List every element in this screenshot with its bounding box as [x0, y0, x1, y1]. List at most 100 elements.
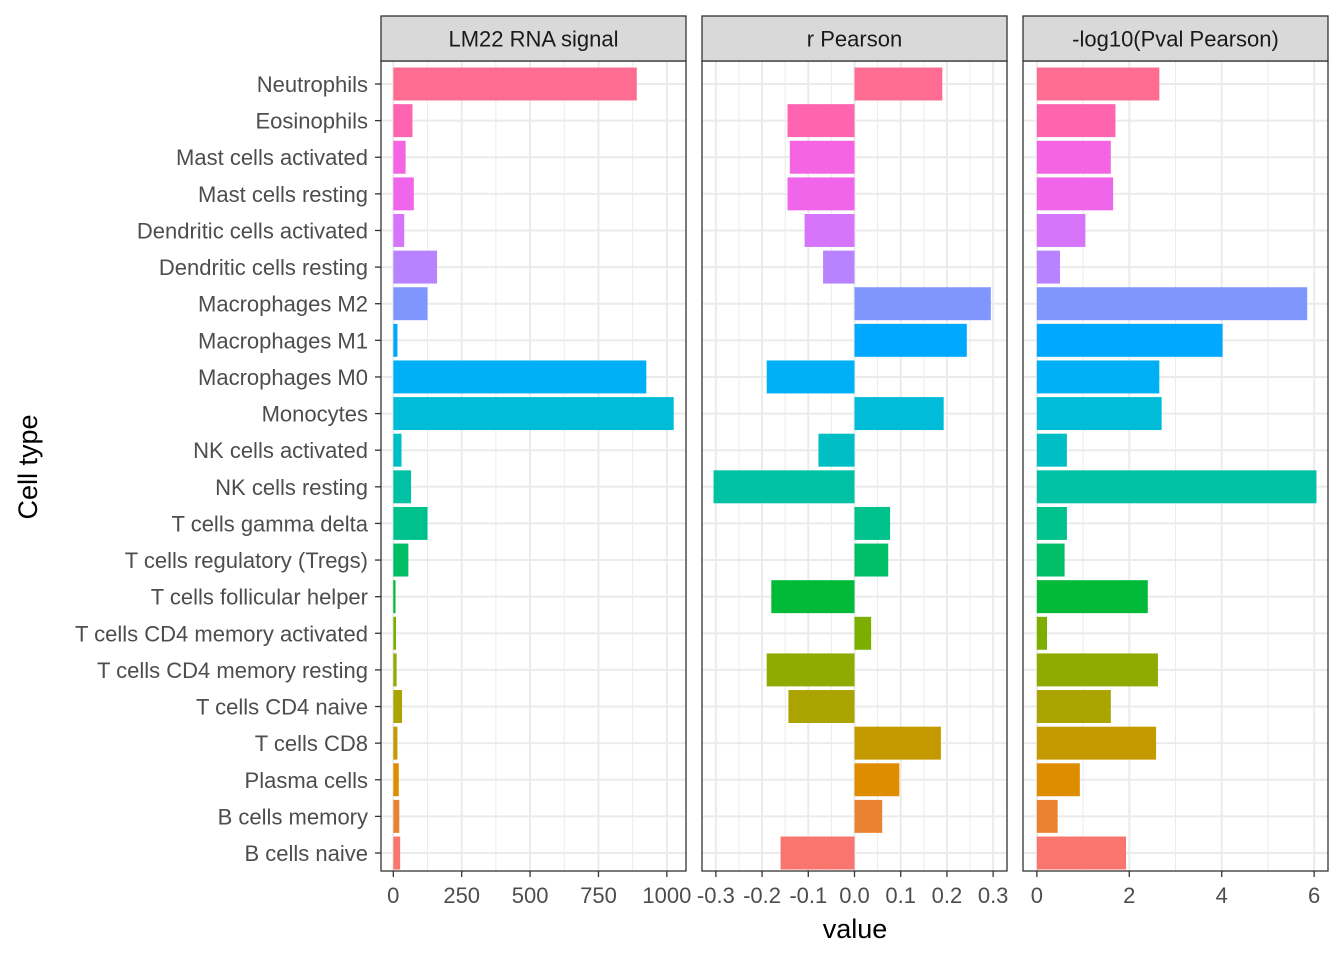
bar-monocytes	[393, 397, 674, 431]
y-category-label: Monocytes	[262, 402, 368, 427]
x-tick-label: 1000	[642, 883, 691, 908]
bar-b-cells-naive	[1036, 836, 1127, 870]
bar-plasma-cells	[1036, 763, 1080, 797]
x-tick-label: 0	[1031, 883, 1043, 908]
y-category-label: T cells CD4 memory activated	[75, 621, 368, 646]
bar-eosinophils	[1036, 104, 1116, 138]
bar-mast-cells-activated	[789, 140, 855, 174]
bar-eosinophils	[393, 104, 413, 138]
bar-t-cells-cd4-naive	[393, 690, 403, 724]
bar-monocytes	[1036, 397, 1162, 431]
bar-macrophages-m1	[854, 323, 967, 357]
bar-neutrophils	[1036, 67, 1160, 101]
bar-t-cells-cd8	[393, 726, 398, 760]
x-tick-label: 0	[387, 883, 399, 908]
x-tick-label: 750	[580, 883, 617, 908]
bar-t-cells-cd4-memory-activated	[854, 616, 872, 650]
bar-dendritic-cells-resting	[1036, 250, 1060, 284]
bar-dendritic-cells-activated	[393, 213, 405, 247]
y-category-label: Macrophages M0	[198, 365, 368, 390]
bar-macrophages-m1	[393, 323, 398, 357]
bar-t-cells-cd4-memory-activated	[1036, 616, 1048, 650]
bar-nk-cells-activated	[393, 433, 402, 467]
bar-macrophages-m0	[766, 360, 855, 394]
facet-strip	[701, 15, 1008, 62]
bar-nk-cells-resting	[713, 470, 855, 504]
x-tick-label: 4	[1216, 883, 1228, 908]
bar-nk-cells-resting	[1036, 470, 1317, 504]
bar-b-cells-naive	[780, 836, 855, 870]
bar-t-cells-gamma-delta	[393, 506, 428, 540]
bar-t-cells-cd4-memory-activated	[393, 616, 397, 650]
bar-nk-cells-resting	[393, 470, 412, 504]
bar-t-cells-follicular-helper	[1036, 580, 1148, 614]
bar-t-cells-regulatory-tregs	[854, 543, 889, 577]
y-category-label: B cells naive	[244, 841, 368, 866]
panel-background	[381, 61, 686, 871]
y-category-label: NK cells activated	[193, 438, 368, 463]
bar-plasma-cells	[854, 763, 900, 797]
x-tick-label: 0.1	[885, 883, 916, 908]
x-tick-label: 250	[443, 883, 480, 908]
bar-t-cells-regulatory-tregs	[393, 543, 409, 577]
bar-b-cells-memory	[393, 799, 400, 833]
bar-t-cells-regulatory-tregs	[1036, 543, 1065, 577]
x-tick-label: -0.1	[789, 883, 827, 908]
bar-nk-cells-activated	[818, 433, 855, 467]
bar-macrophages-m2	[854, 287, 991, 321]
y-category-label: T cells regulatory (Tregs)	[125, 548, 368, 573]
y-category-label: Mast cells resting	[198, 182, 368, 207]
y-category-label: T cells CD4 naive	[196, 695, 368, 720]
bar-t-cells-cd8	[1036, 726, 1157, 760]
y-category-label: Plasma cells	[245, 768, 368, 793]
bar-dendritic-cells-activated	[1036, 213, 1086, 247]
bar-mast-cells-resting	[787, 177, 855, 211]
bar-macrophages-m0	[393, 360, 647, 394]
y-category-label: Dendritic cells activated	[137, 218, 368, 243]
bar-mast-cells-activated	[1036, 140, 1111, 174]
y-category-label: Mast cells activated	[176, 145, 368, 170]
bar-t-cells-cd4-naive	[1036, 690, 1111, 724]
bar-t-cells-cd4-naive	[788, 690, 855, 724]
y-category-label: Macrophages M2	[198, 292, 368, 317]
bar-t-cells-follicular-helper	[393, 580, 396, 614]
y-category-label: Dendritic cells resting	[159, 255, 368, 280]
bar-macrophages-m2	[1036, 287, 1308, 321]
x-tick-label: 0.3	[978, 883, 1009, 908]
bar-macrophages-m2	[393, 287, 428, 321]
bar-b-cells-naive	[393, 836, 401, 870]
y-category-label: Macrophages M1	[198, 328, 368, 353]
y-category-label: NK cells resting	[215, 475, 368, 500]
x-tick-label: -0.2	[743, 883, 781, 908]
facet-panel: r Pearson -0.3 -0.2 -0.1 0.0 0.1 0.2 0.3	[697, 15, 1009, 908]
facet-strip	[380, 15, 687, 62]
bar-mast-cells-activated	[393, 140, 406, 174]
bar-t-cells-follicular-helper	[771, 580, 855, 614]
y-category-label: T cells gamma delta	[172, 511, 369, 536]
facet-strip-title: r Pearson	[807, 27, 902, 52]
bar-t-cells-gamma-delta	[1036, 506, 1067, 540]
bar-t-cells-cd4-memory-resting	[766, 653, 855, 687]
facet-panel: LM22 RNA signal 0 250 500 750 1000	[380, 15, 691, 908]
bar-dendritic-cells-resting	[823, 250, 855, 284]
bar-t-cells-cd8	[854, 726, 941, 760]
x-axis-title: value	[823, 914, 888, 944]
facet-strip-title: -log10(Pval Pearson)	[1072, 27, 1279, 52]
y-category-label: B cells memory	[218, 804, 368, 829]
y-category-label: T cells CD8	[255, 731, 368, 756]
x-tick-label: 2	[1123, 883, 1135, 908]
x-tick-label: 500	[512, 883, 549, 908]
bar-monocytes	[854, 397, 944, 431]
bar-b-cells-memory	[1036, 799, 1058, 833]
bar-macrophages-m1	[1036, 323, 1223, 357]
bar-neutrophils	[854, 67, 943, 101]
bar-b-cells-memory	[854, 799, 883, 833]
y-axis-category-labels: Neutrophils Eosinophils Mast cells activat…	[75, 72, 381, 866]
bar-eosinophils	[787, 104, 855, 138]
bar-mast-cells-resting	[1036, 177, 1114, 211]
x-tick-label: -0.3	[697, 883, 735, 908]
x-tick-label: 6	[1308, 883, 1320, 908]
bar-dendritic-cells-activated	[804, 213, 855, 247]
panels-layer: LM22 RNA signal 0 250 500 750 1000 r Pearson -0…	[380, 15, 1329, 908]
